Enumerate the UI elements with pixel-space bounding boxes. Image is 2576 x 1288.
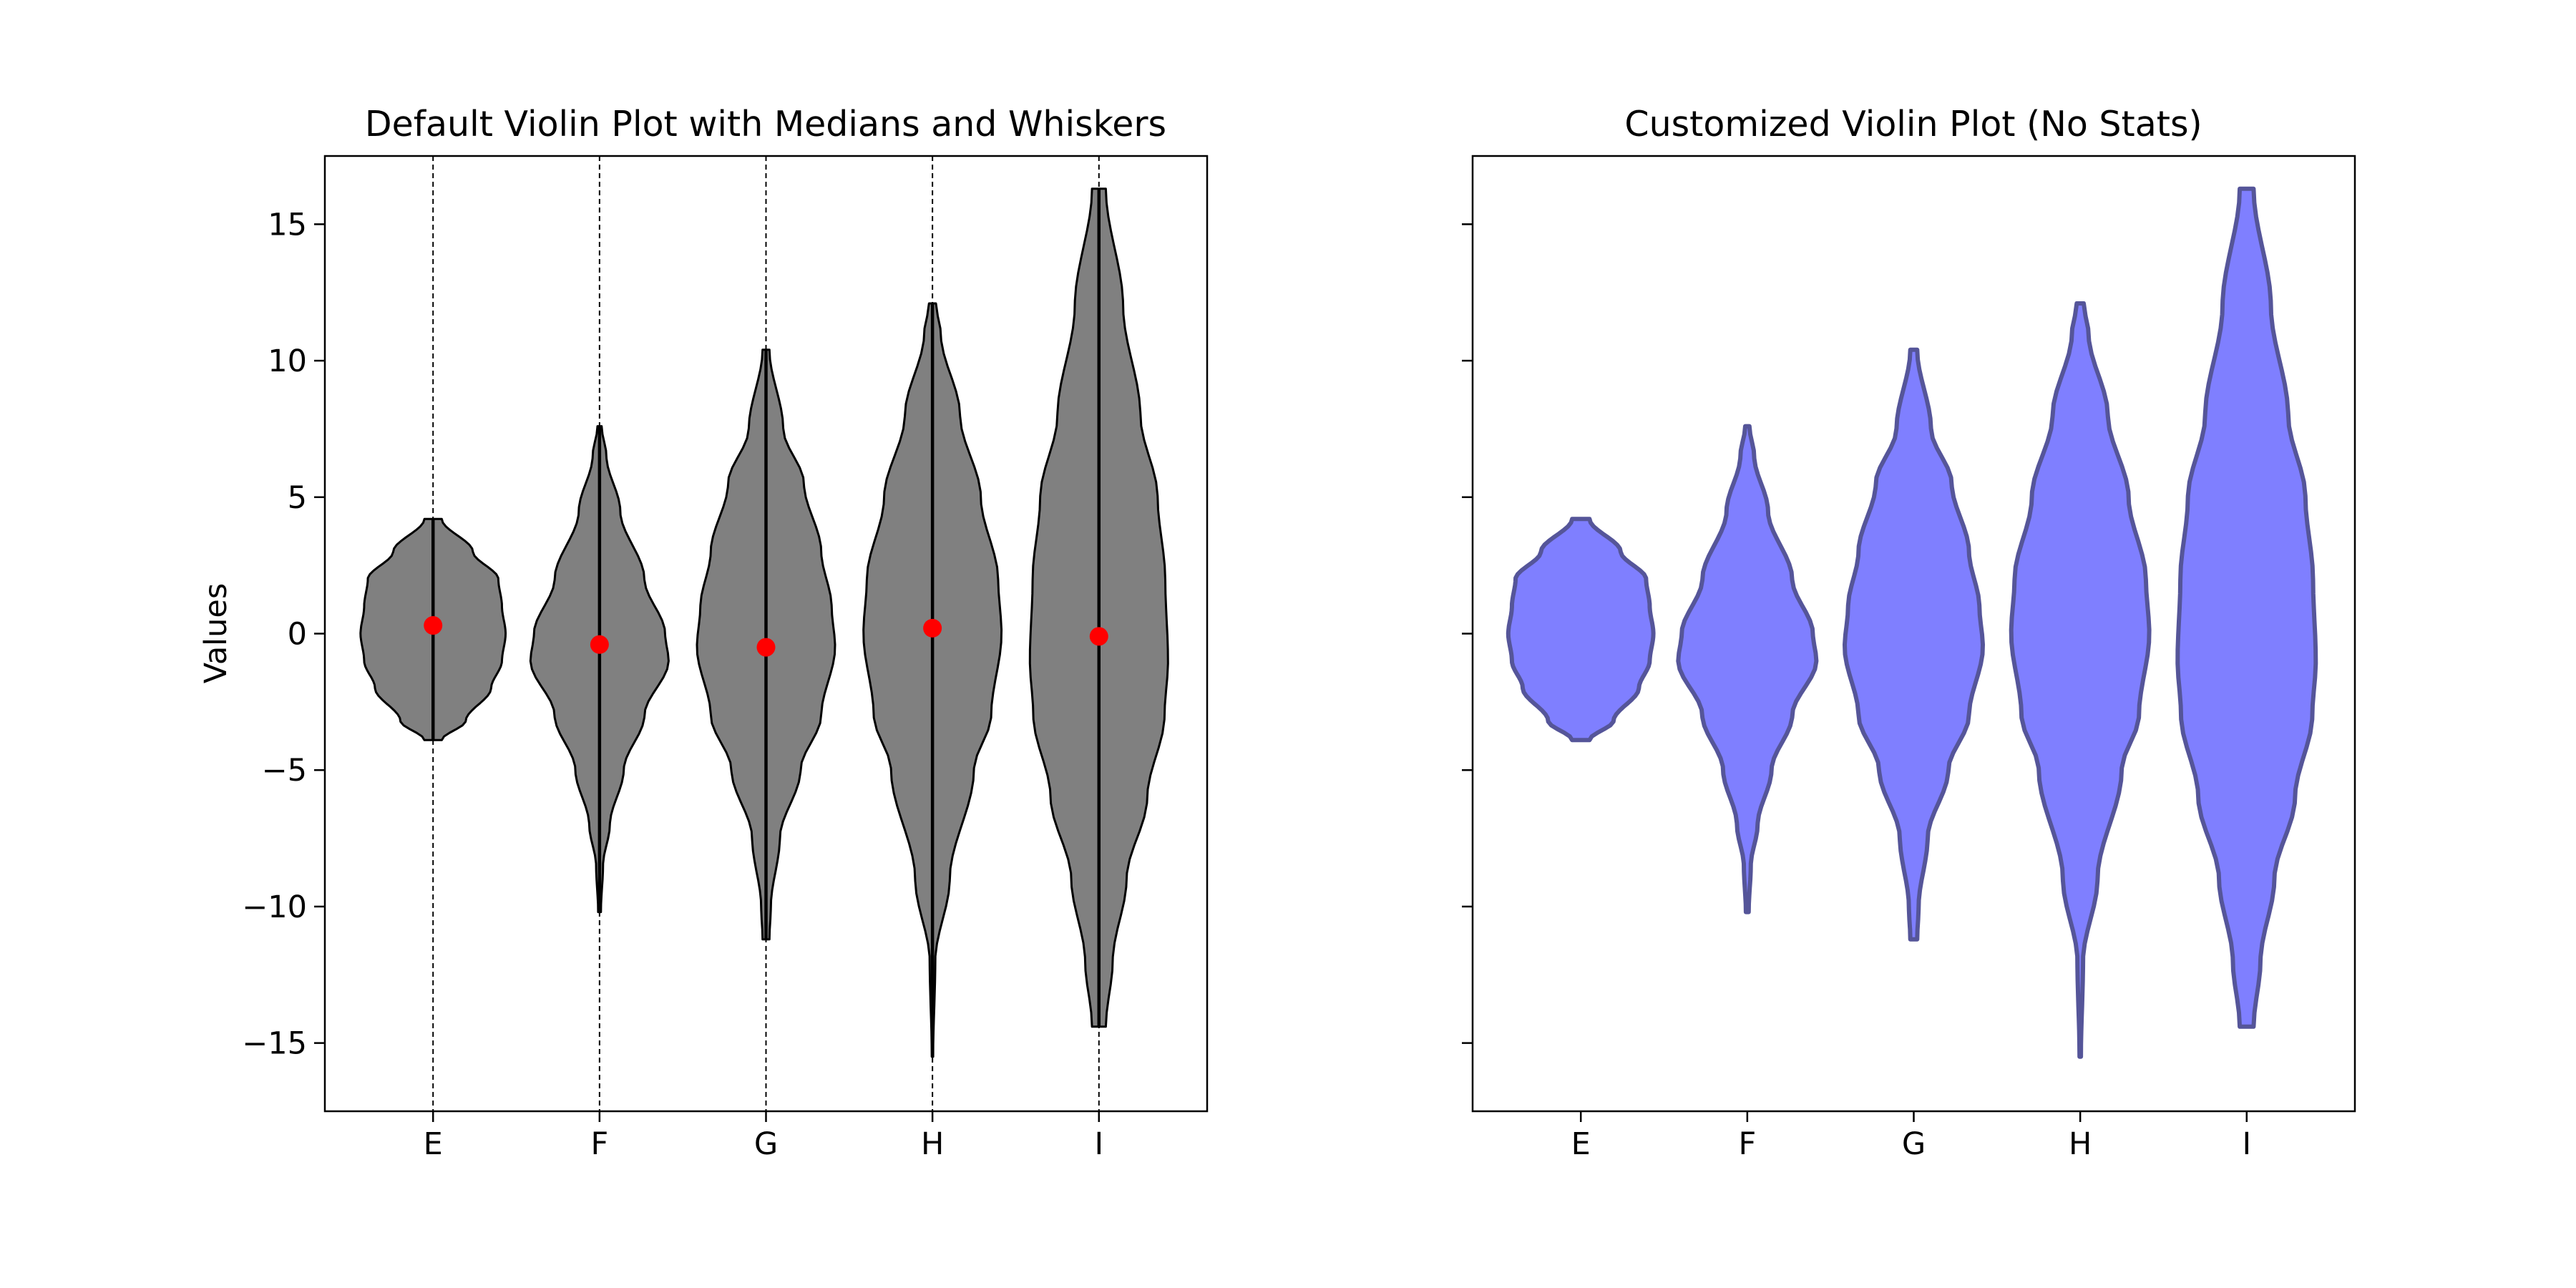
right-panel: Customized Violin Plot (No Stats) E F G H I [1462, 104, 2356, 1162]
median-marker-i [1089, 627, 1108, 646]
right-y-ticks [1462, 223, 1473, 1044]
left-panel: Default Violin Plot with Medians and Whi… [198, 104, 1209, 1162]
x-tick-label-g: G [1902, 1126, 1926, 1162]
left-violins [359, 187, 1169, 1058]
median-marker-h [923, 618, 942, 638]
x-tick-label-f: F [590, 1126, 608, 1162]
x-tick-label-f: F [1738, 1126, 1756, 1162]
violin-h [2009, 301, 2152, 1059]
y-tick-label: −10 [242, 889, 307, 925]
x-tick-label-e: E [1571, 1126, 1591, 1162]
violin-f [1676, 424, 1819, 914]
left-chart-title: Default Violin Plot with Medians and Whi… [365, 104, 1166, 145]
left-y-ticks: 15 10 5 0 −5 −10 −15 [242, 207, 325, 1062]
y-tick-label: 0 [288, 617, 307, 653]
violin-i [2175, 186, 2318, 1029]
x-tick-label-h: H [2069, 1126, 2092, 1162]
y-tick-label: −5 [262, 753, 307, 789]
violin-e [1506, 517, 1656, 743]
x-tick-label-h: H [921, 1126, 944, 1162]
y-tick-label: 10 [268, 343, 307, 379]
y-tick-label: 15 [268, 207, 307, 243]
right-x-ticks: E F G H I [1571, 1111, 2251, 1162]
median-marker-g [756, 638, 776, 657]
x-tick-label-e: E [424, 1126, 443, 1162]
x-tick-label-i: I [1094, 1126, 1103, 1162]
right-chart-title: Customized Violin Plot (No Stats) [1624, 104, 2202, 145]
left-y-axis-label: Values [198, 583, 234, 684]
y-tick-label: 5 [288, 480, 307, 516]
left-x-ticks: E F G H I [424, 1111, 1103, 1162]
right-violins [1506, 186, 2318, 1059]
violin-g [1843, 347, 1985, 942]
median-marker-e [424, 616, 443, 635]
y-tick-label: −15 [242, 1026, 307, 1062]
x-tick-label-g: G [754, 1126, 778, 1162]
median-marker-f [590, 635, 609, 654]
x-tick-label-i: I [2242, 1126, 2251, 1162]
